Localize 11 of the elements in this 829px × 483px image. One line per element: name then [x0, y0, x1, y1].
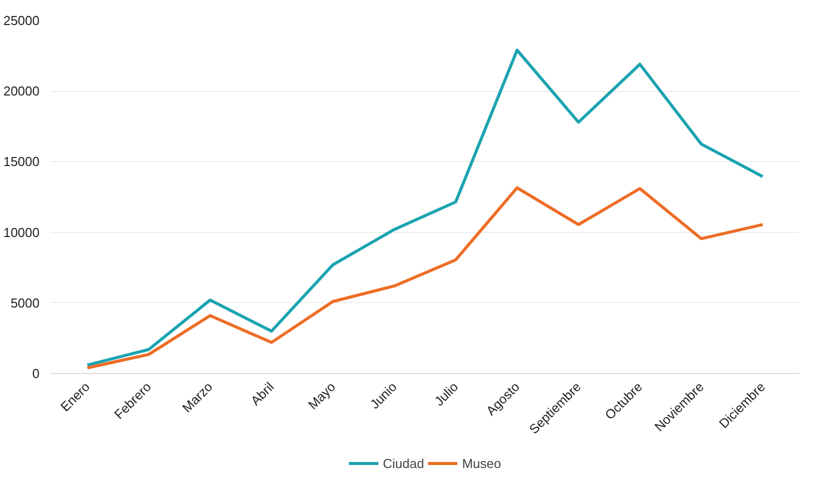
legend-label: Ciudad [382, 456, 424, 470]
y-tick-label: 0 [32, 366, 40, 381]
y-tick-label: 25000 [3, 13, 40, 28]
x-tick-label: Julio [431, 379, 462, 409]
y-tick-label: 15000 [3, 154, 40, 170]
legend-label: Museo [462, 456, 502, 470]
y-tick-label: 10000 [3, 224, 40, 240]
y-tick-label: 5000 [10, 295, 40, 310]
y-tick-label: 20000 [3, 84, 40, 99]
line-series [86, 48, 764, 367]
line-series [86, 186, 764, 370]
